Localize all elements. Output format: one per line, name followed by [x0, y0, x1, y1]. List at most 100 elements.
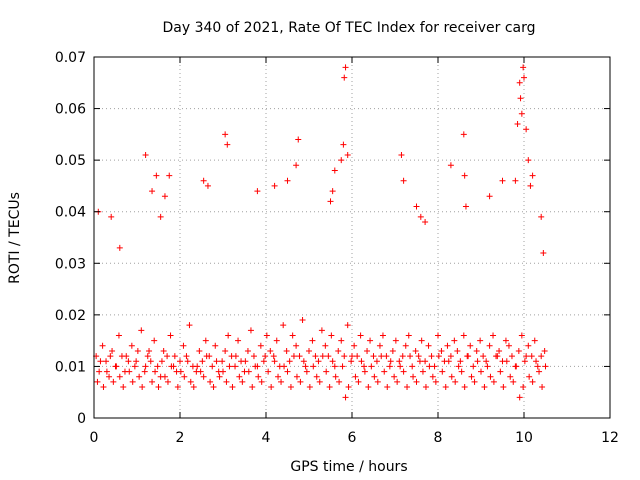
data-point — [293, 162, 300, 169]
data-point — [461, 172, 468, 179]
data-point — [286, 358, 293, 365]
data-point — [368, 363, 375, 370]
data-point — [374, 378, 381, 385]
data-point — [99, 342, 106, 349]
data-point — [439, 368, 446, 375]
data-point — [474, 358, 481, 365]
data-point — [331, 167, 338, 174]
data-point — [455, 363, 462, 370]
data-point — [271, 182, 278, 189]
data-point — [289, 332, 296, 339]
data-point — [413, 378, 420, 385]
y-tick-label: 0.07 — [55, 50, 86, 66]
data-point — [468, 373, 475, 380]
data-point — [184, 358, 191, 365]
data-point — [181, 373, 188, 380]
data-point — [142, 151, 149, 158]
data-point — [225, 332, 232, 339]
data-point — [515, 347, 522, 354]
data-point — [429, 373, 436, 380]
data-point — [213, 358, 220, 365]
data-point — [113, 363, 120, 370]
y-tick-label: 0.03 — [55, 256, 86, 272]
data-point — [207, 378, 214, 385]
x-tick-label: 10 — [515, 430, 533, 446]
data-point — [275, 373, 282, 380]
data-point — [144, 353, 151, 360]
data-point — [109, 347, 116, 354]
data-point — [149, 188, 156, 195]
data-point — [168, 363, 175, 370]
data-point — [364, 347, 371, 354]
data-point — [465, 353, 472, 360]
data-point — [339, 363, 346, 370]
data-point — [447, 353, 454, 360]
data-point — [413, 203, 420, 210]
data-point — [167, 332, 174, 339]
data-point — [129, 378, 136, 385]
data-point — [447, 162, 454, 169]
data-point — [235, 337, 242, 344]
data-point — [527, 182, 534, 189]
data-point — [512, 177, 519, 184]
data-point — [327, 198, 334, 205]
data-point — [125, 358, 132, 365]
data-point — [142, 363, 149, 370]
data-point — [497, 368, 504, 375]
x-tick-label: 0 — [90, 430, 99, 446]
data-point — [258, 378, 265, 385]
y-tick-label: 0.05 — [55, 153, 86, 169]
data-point — [236, 373, 243, 380]
data-point — [521, 358, 528, 365]
x-tick-label: 12 — [601, 430, 619, 446]
data-point — [357, 332, 364, 339]
data-point — [120, 384, 127, 391]
data-point — [516, 79, 523, 86]
data-point — [518, 110, 525, 117]
data-point — [342, 394, 349, 401]
data-points — [93, 64, 549, 401]
data-point — [438, 347, 445, 354]
data-point — [348, 358, 355, 365]
x-tick-label: 4 — [262, 430, 271, 446]
data-point — [338, 337, 345, 344]
data-point — [452, 378, 459, 385]
data-point — [483, 358, 490, 365]
data-point — [151, 337, 158, 344]
data-point — [197, 368, 204, 375]
data-point — [428, 353, 435, 360]
data-point — [300, 358, 307, 365]
data-point — [460, 131, 467, 138]
data-point — [473, 347, 480, 354]
data-point — [517, 95, 524, 102]
data-point — [496, 347, 503, 354]
data-point — [354, 353, 361, 360]
data-point — [332, 373, 339, 380]
data-point — [536, 368, 543, 375]
data-point — [209, 363, 216, 370]
data-point — [381, 368, 388, 375]
data-point — [161, 373, 168, 380]
data-point — [299, 317, 306, 324]
data-point — [100, 384, 107, 391]
data-point — [306, 347, 312, 354]
data-point — [383, 353, 390, 360]
data-point — [164, 378, 171, 385]
data-point — [247, 327, 254, 334]
data-point — [158, 358, 165, 365]
data-point — [521, 74, 527, 81]
data-point — [293, 342, 300, 349]
data-point — [371, 373, 378, 380]
data-point — [323, 368, 330, 375]
data-point — [538, 353, 545, 360]
data-point — [265, 368, 272, 375]
data-point — [345, 384, 352, 391]
data-point — [160, 347, 167, 354]
data-point — [344, 322, 351, 329]
data-point — [107, 353, 114, 360]
data-point — [520, 384, 527, 391]
y-tick-label: 0.02 — [55, 308, 86, 324]
data-point — [96, 368, 103, 375]
data-point — [525, 157, 532, 164]
data-point — [523, 126, 530, 133]
